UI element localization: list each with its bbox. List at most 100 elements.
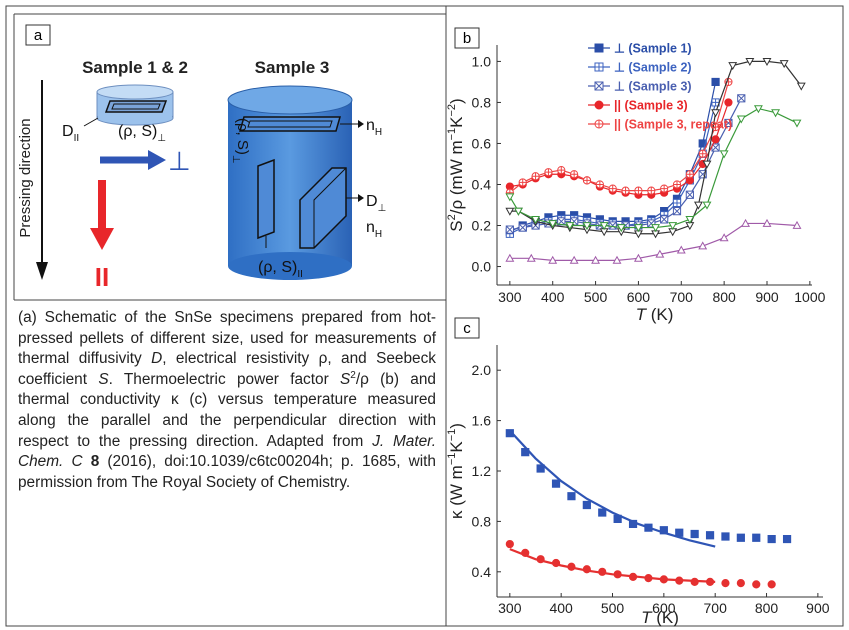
data-point xyxy=(599,222,609,231)
y-axis-label-part: −1 xyxy=(446,128,458,141)
y-axis-label-part: 2 xyxy=(446,214,458,220)
x-axis-label-part: (K) xyxy=(652,608,679,627)
y-tick-label: 0.4 xyxy=(472,176,492,192)
y-axis-label: S2/ρ (mW m−1K−2) xyxy=(446,98,466,231)
schematic-label: (ρ, S)⊥ xyxy=(118,123,166,144)
data-point xyxy=(518,223,527,232)
sample-title: Sample 1 & 2 xyxy=(82,58,188,77)
panel-label: b xyxy=(463,30,471,47)
data-point xyxy=(544,168,553,177)
caption: (a) Schematic of the SnSe specimens prep… xyxy=(18,308,436,493)
data-point xyxy=(565,222,575,231)
panel-label: a xyxy=(34,27,43,44)
data-point xyxy=(513,207,523,216)
par-arrow xyxy=(90,180,114,250)
label-sub: ⊥ xyxy=(230,155,241,164)
panel-label-box xyxy=(454,27,480,49)
perp-arrow xyxy=(100,150,166,170)
large-cylinder xyxy=(227,85,364,280)
direction-symbol: II xyxy=(95,262,109,292)
data-point xyxy=(698,149,707,158)
x-axis-label-part: T xyxy=(641,608,653,627)
legend-marker xyxy=(594,62,604,72)
label-text: n xyxy=(366,117,375,134)
x-tick-label: 300 xyxy=(498,289,522,305)
data-point xyxy=(531,172,540,181)
label-sub: H xyxy=(375,127,382,138)
outer-frame xyxy=(5,5,844,627)
label-text: (ρ, S) xyxy=(258,259,297,276)
x-axis-label: T (K) xyxy=(636,305,674,324)
x-tick-label: 800 xyxy=(712,289,736,305)
data-point xyxy=(741,218,751,227)
data-point xyxy=(557,217,566,226)
data-point xyxy=(505,539,514,549)
data-point xyxy=(612,255,622,264)
legend-marker xyxy=(594,43,604,53)
data-point xyxy=(505,253,515,262)
schematic-label: (ρ, S)II xyxy=(258,259,303,280)
data-point xyxy=(752,580,761,589)
data-point xyxy=(672,198,682,208)
data-point xyxy=(526,253,536,262)
x-tick-label: 700 xyxy=(670,289,694,305)
data-point xyxy=(531,215,541,224)
y-axis-label-part: −2 xyxy=(446,104,458,117)
series-line xyxy=(509,102,729,196)
label-sub: II xyxy=(74,133,80,144)
data-point xyxy=(551,479,561,488)
data-point xyxy=(690,529,699,539)
data-point xyxy=(655,249,665,258)
data-point xyxy=(711,109,721,118)
y-tick-label: 1.2 xyxy=(472,463,492,479)
data-point xyxy=(719,233,729,242)
data-point xyxy=(762,58,772,67)
pressing-arrow xyxy=(36,80,48,280)
schematic-label: nH xyxy=(366,219,382,240)
legend-marker xyxy=(594,119,604,129)
data-point xyxy=(752,533,761,542)
y-axis-label-part: −1 xyxy=(446,453,458,466)
data-point xyxy=(660,184,669,193)
data-point xyxy=(721,579,730,588)
data-point xyxy=(737,94,746,103)
series-line xyxy=(509,548,716,583)
direction-symbol: ⊥ xyxy=(168,146,191,176)
data-point xyxy=(570,170,579,179)
label-sub: II xyxy=(297,269,303,280)
x-tick-label: 400 xyxy=(541,289,565,305)
data-point xyxy=(698,241,708,250)
y-axis-label-part: /ρ (mW m xyxy=(447,140,466,214)
data-point xyxy=(582,176,592,185)
data-point xyxy=(771,109,781,118)
data-point xyxy=(582,222,592,231)
x-tick-label: 600 xyxy=(652,600,676,616)
data-point xyxy=(569,255,579,264)
data-point xyxy=(736,115,746,124)
data-point xyxy=(767,534,776,544)
data-point xyxy=(702,201,712,210)
data-point xyxy=(608,184,617,193)
data-point xyxy=(548,255,558,264)
label-text: (ρ, S) xyxy=(234,118,251,155)
y-tick-label: 0.0 xyxy=(472,259,492,275)
caption-segment: S xyxy=(340,370,351,388)
x-tick-label: 300 xyxy=(498,600,522,616)
label-text: D xyxy=(366,193,378,210)
y-tick-label: 0.6 xyxy=(472,135,492,151)
data-point xyxy=(762,218,772,227)
data-point xyxy=(711,98,720,107)
legend-label: || (Sample 3, repeat) xyxy=(614,118,732,132)
data-point xyxy=(616,224,626,233)
schematic-label: D⊥ xyxy=(366,193,386,214)
data-point xyxy=(668,222,678,231)
series-line xyxy=(509,60,802,235)
y-tick-label: 1.6 xyxy=(472,413,492,429)
data-point xyxy=(702,160,712,169)
y-tick-label: 0.4 xyxy=(472,564,492,580)
data-point xyxy=(672,207,682,216)
y-axis-label-part: S xyxy=(447,220,466,231)
x-axis-label-part: T xyxy=(636,305,648,324)
data-point xyxy=(595,180,604,189)
data-point xyxy=(685,215,695,224)
